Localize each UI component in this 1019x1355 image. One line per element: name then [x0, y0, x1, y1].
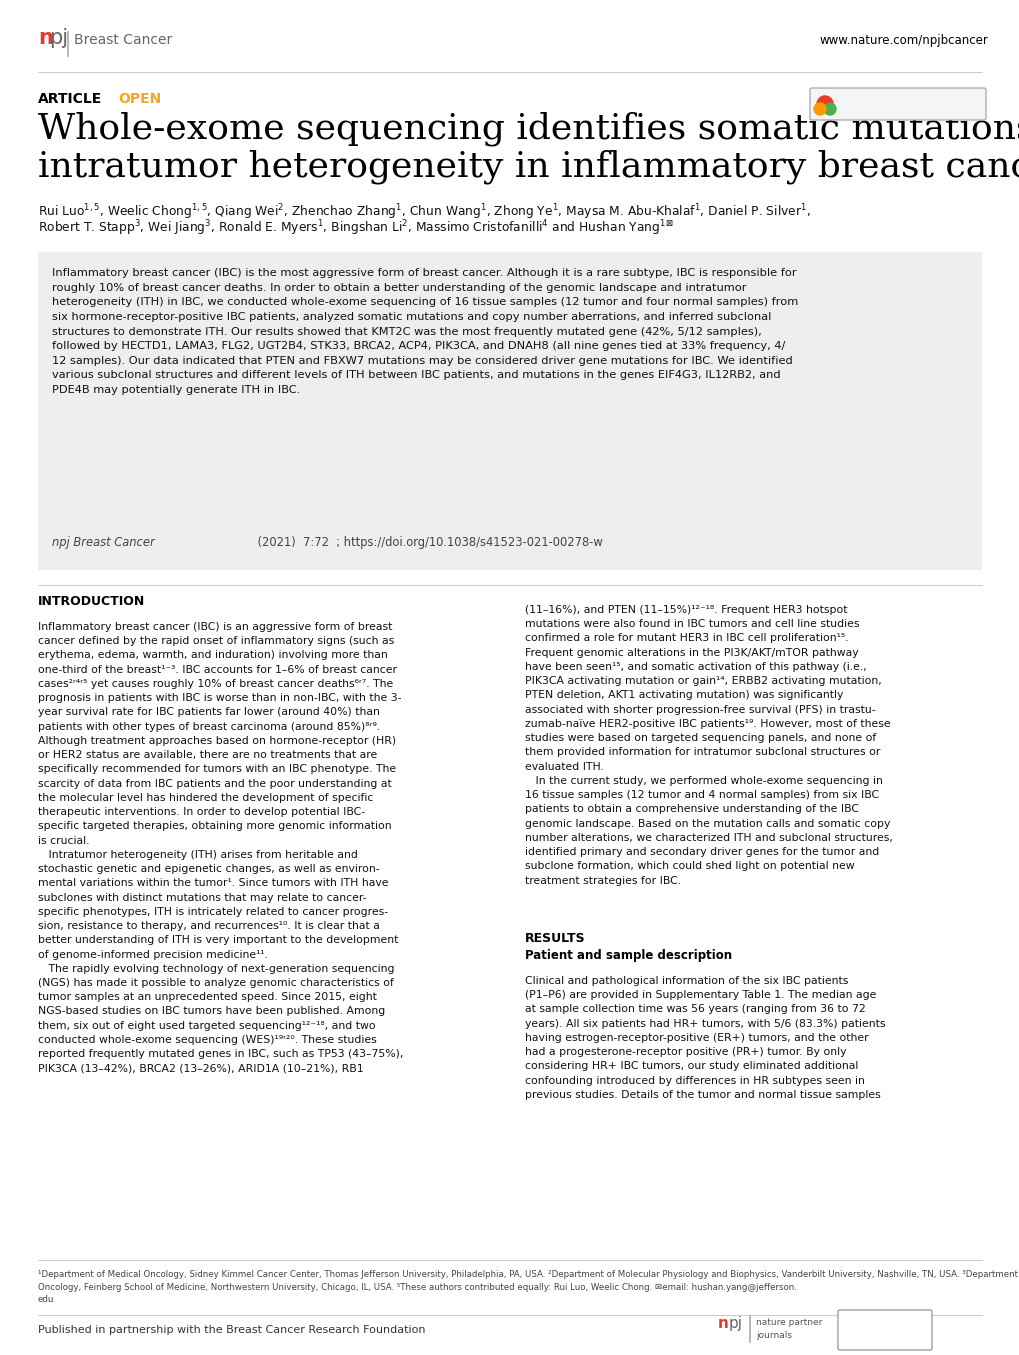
Text: ARTICLE: ARTICLE — [38, 92, 102, 106]
Text: npj Breast Cancer: npj Breast Cancer — [52, 537, 155, 549]
Text: Whole-exome sequencing identifies somatic mutations and: Whole-exome sequencing identifies somati… — [38, 111, 1019, 145]
Text: Clinical and pathological information of the six IBC patients
(P1–P6) are provid: Clinical and pathological information of… — [525, 976, 884, 1100]
Text: Inflammatory breast cancer (IBC) is an aggressive form of breast
cancer defined : Inflammatory breast cancer (IBC) is an a… — [38, 622, 403, 1073]
Text: nature partner: nature partner — [755, 1318, 821, 1327]
Text: Breast Cancer: Breast Cancer — [74, 33, 172, 47]
Text: intratumor heterogeneity in inflammatory breast cancer: intratumor heterogeneity in inflammatory… — [38, 149, 1019, 183]
Text: (11–16%), and PTEN (11–15%)¹²⁻¹⁸. Frequent HER3 hotspot
mutations were also foun: (11–16%), and PTEN (11–15%)¹²⁻¹⁸. Freque… — [525, 604, 892, 886]
Text: ¹Department of Medical Oncology, Sidney Kimmel Cancer Center, Thomas Jefferson U: ¹Department of Medical Oncology, Sidney … — [38, 1270, 1019, 1304]
Text: BCRF: BCRF — [864, 1322, 905, 1336]
Text: INTRODUCTION: INTRODUCTION — [38, 595, 145, 608]
Text: Check for updates: Check for updates — [841, 89, 936, 100]
Text: Inflammatory breast cancer (IBC) is the most aggressive form of breast cancer. A: Inflammatory breast cancer (IBC) is the … — [52, 268, 798, 396]
FancyBboxPatch shape — [838, 1310, 931, 1350]
Circle shape — [816, 96, 833, 112]
Circle shape — [823, 103, 836, 115]
FancyBboxPatch shape — [38, 252, 981, 570]
Text: Patient and sample description: Patient and sample description — [525, 948, 732, 962]
FancyBboxPatch shape — [809, 88, 985, 121]
Text: www.nature.com/npjbcancer: www.nature.com/npjbcancer — [819, 34, 987, 47]
Text: OPEN: OPEN — [118, 92, 161, 106]
Text: journals: journals — [755, 1331, 791, 1340]
Text: n: n — [38, 28, 53, 47]
Text: pj: pj — [729, 1316, 742, 1331]
Text: Published in partnership with the Breast Cancer Research Foundation: Published in partnership with the Breast… — [38, 1325, 425, 1335]
Circle shape — [813, 103, 825, 115]
Text: n: n — [717, 1316, 729, 1331]
Text: Rui Luo$^{1,5}$, Weelic Chong$^{1,5}$, Qiang Wei$^{2}$, Zhenchao Zhang$^{1}$, Ch: Rui Luo$^{1,5}$, Weelic Chong$^{1,5}$, Q… — [38, 202, 810, 222]
Text: Robert T. Stapp$^{3}$, Wei Jiang$^{3}$, Ronald E. Myers$^{1}$, Bingshan Li$^{2}$: Robert T. Stapp$^{3}$, Wei Jiang$^{3}$, … — [38, 218, 674, 237]
Text: (2021)  7:72  ; https://doi.org/10.1038/s41523-021-00278-w: (2021) 7:72 ; https://doi.org/10.1038/s4… — [184, 537, 602, 549]
Text: pj: pj — [49, 28, 68, 47]
Text: RESULTS: RESULTS — [525, 932, 585, 944]
